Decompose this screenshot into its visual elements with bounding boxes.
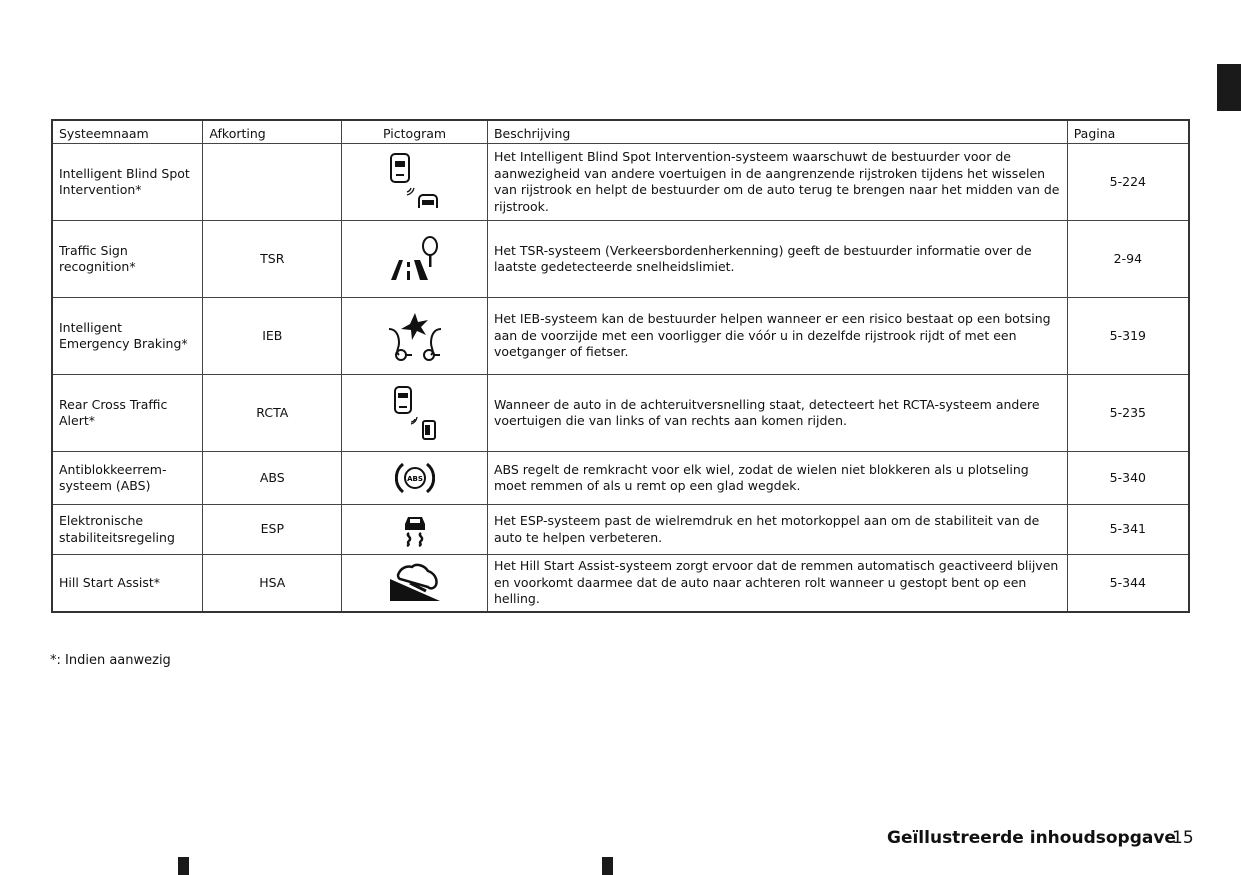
system-description: Het TSR-systeem (Verkeersbordenherkennin… [486, 220, 1068, 298]
system-name: Intelligent Blind Spot Intervention* [51, 143, 204, 221]
system-name: Intelligent Emergency Braking* [51, 297, 204, 375]
abs-icon-text: ABS [407, 475, 423, 483]
system-abbr: RCTA [202, 374, 343, 452]
rear-cross-traffic-icon [341, 374, 488, 452]
page-reference: 5-224 [1066, 143, 1190, 221]
footnote: *: Indien aanwezig [50, 653, 171, 668]
header-desc: Beschrijving [486, 119, 1068, 144]
system-abbr: ABS [202, 451, 343, 505]
table-row: Traffic Sign recognition* TSR Het TSR-sy… [51, 220, 1190, 298]
page-number: 15 [1172, 828, 1194, 848]
system-description: Het Hill Start Assist-systeem zorgt ervo… [486, 554, 1068, 612]
header-page: Pagina [1066, 119, 1190, 144]
table-row: Intelligent Emergency Braking* IEB Het I… [51, 297, 1190, 375]
table-row: Elektronische stabiliteitsregeling ESP H… [51, 504, 1190, 555]
system-description: Het ESP-systeem past de wielremdruk en h… [486, 504, 1068, 555]
header-icon: Pictogram [341, 119, 488, 144]
abs-icon: ABS [341, 451, 488, 505]
page-reference: 5-344 [1066, 554, 1190, 612]
system-description: Het IEB-systeem kan de bestuurder helpen… [486, 297, 1068, 375]
system-name: Elektronische stabiliteitsregeling [51, 504, 204, 555]
system-name: Hill Start Assist* [51, 554, 204, 612]
system-description: ABS regelt de remkracht voor elk wiel, z… [486, 451, 1068, 505]
section-tab-marker [1217, 64, 1241, 111]
systems-table: Systeemnaam Afkorting Pictogram Beschrij… [51, 119, 1190, 613]
page-reference: 5-235 [1066, 374, 1190, 452]
page-reference: 2-94 [1066, 220, 1190, 298]
system-abbr: IEB [202, 297, 343, 375]
system-abbr: HSA [202, 554, 343, 612]
hill-start-icon [341, 554, 488, 612]
system-description: Wanneer de auto in de achteruitversnelli… [486, 374, 1068, 452]
table-row: Rear Cross Traffic Alert* RCTA Wanneer d… [51, 374, 1190, 452]
crop-mark [178, 857, 189, 875]
skidding-car-icon [341, 504, 488, 555]
table-header-row: Systeemnaam Afkorting Pictogram Beschrij… [51, 119, 1190, 144]
system-abbr: ESP [202, 504, 343, 555]
system-description: Het Intelligent Blind Spot Intervention-… [486, 143, 1068, 221]
page-reference: 5-341 [1066, 504, 1190, 555]
table-row: Antiblokkeerrem-systeem (ABS) ABS ABS AB… [51, 451, 1190, 505]
system-name: Antiblokkeerrem-systeem (ABS) [51, 451, 204, 505]
traffic-sign-recognition-icon [341, 220, 488, 298]
page-reference: 5-340 [1066, 451, 1190, 505]
page-reference: 5-319 [1066, 297, 1190, 375]
system-name: Traffic Sign recognition* [51, 220, 204, 298]
table-row: Hill Start Assist* HSA Het Hill Start As… [51, 554, 1190, 612]
footer-section-title: Geïllustreerde inhoudsopgave [887, 828, 1176, 848]
header-abbr: Afkorting [202, 119, 343, 144]
blind-spot-intervention-icon [341, 143, 488, 221]
system-abbr: TSR [202, 220, 343, 298]
emergency-braking-icon [341, 297, 488, 375]
system-name: Rear Cross Traffic Alert* [51, 374, 204, 452]
header-name: Systeemnaam [51, 119, 204, 144]
crop-mark [602, 857, 613, 875]
system-abbr [202, 143, 343, 221]
table-row: Intelligent Blind Spot Intervention* Het… [51, 143, 1190, 221]
